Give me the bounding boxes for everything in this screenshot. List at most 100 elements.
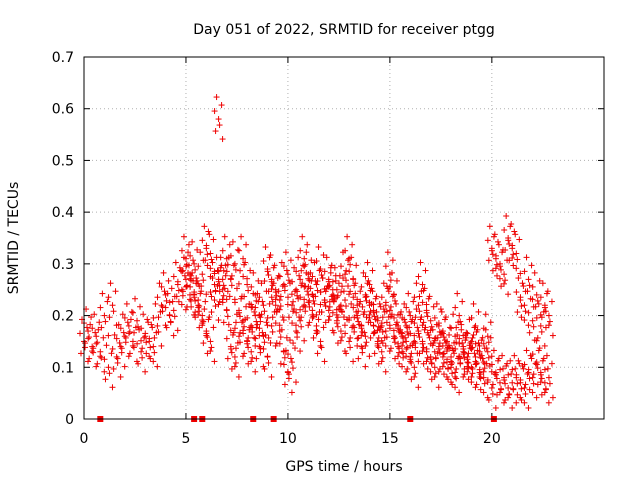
data-point	[338, 263, 345, 270]
data-point	[263, 319, 270, 326]
data-point	[365, 277, 372, 284]
data-point	[297, 294, 304, 301]
data-point	[437, 306, 444, 313]
data-point	[506, 391, 513, 398]
data-point	[223, 307, 230, 314]
data-point	[350, 304, 357, 311]
data-point	[481, 380, 488, 387]
data-point	[226, 241, 233, 248]
data-point	[286, 314, 292, 321]
data-point	[211, 281, 218, 288]
data-point	[215, 278, 222, 285]
data-point	[137, 303, 144, 310]
data-point	[501, 399, 507, 406]
data-point	[322, 303, 329, 310]
data-point	[343, 267, 350, 274]
data-point	[362, 273, 369, 280]
data-point	[187, 283, 194, 290]
data-point	[293, 322, 299, 329]
data-point	[326, 313, 333, 320]
data-point	[366, 353, 373, 360]
data-point	[231, 260, 238, 267]
data-point	[267, 339, 274, 346]
data-point	[151, 334, 158, 341]
data-point	[200, 257, 207, 264]
data-point	[154, 363, 161, 370]
data-point	[542, 386, 549, 393]
data-point	[426, 334, 433, 341]
data-point	[297, 276, 304, 283]
data-point	[536, 277, 543, 284]
data-point	[452, 304, 459, 311]
data-point	[502, 380, 509, 387]
data-point	[252, 368, 259, 375]
data-point	[306, 297, 313, 304]
data-point	[306, 319, 313, 326]
data-point	[334, 323, 341, 330]
data-point	[424, 354, 431, 361]
data-point	[163, 324, 170, 331]
data-point	[163, 297, 170, 304]
data-point	[375, 323, 382, 330]
data-point	[533, 314, 540, 321]
data-point	[192, 266, 199, 273]
data-point	[249, 354, 256, 361]
data-point	[85, 328, 92, 335]
data-point	[520, 365, 527, 372]
data-point	[444, 365, 451, 372]
data-point	[241, 350, 248, 357]
data-point	[494, 272, 500, 279]
data-point	[175, 298, 182, 305]
data-point	[477, 375, 484, 382]
data-point	[425, 331, 432, 338]
data-point	[393, 300, 400, 307]
data-point	[444, 345, 451, 352]
data-point	[357, 288, 364, 295]
data-point	[375, 360, 382, 367]
data-point	[459, 298, 466, 305]
data-point	[228, 365, 235, 372]
data-point	[388, 311, 395, 318]
y-tick-label: 0.5	[52, 153, 74, 169]
data-point	[94, 339, 101, 346]
data-point	[516, 236, 523, 243]
data-point	[280, 361, 287, 368]
data-point	[293, 379, 299, 386]
data-point	[412, 370, 419, 377]
data-point	[94, 360, 101, 367]
data-point	[414, 324, 421, 331]
data-point	[215, 317, 222, 324]
data-point	[382, 328, 389, 335]
data-point	[98, 354, 105, 361]
data-point	[311, 300, 318, 307]
data-point	[353, 262, 360, 269]
y-tick-label: 0.7	[52, 50, 74, 66]
data-point	[449, 370, 456, 377]
data-point	[264, 353, 271, 360]
data-point	[342, 271, 349, 278]
data-point	[174, 278, 181, 285]
data-point	[440, 350, 447, 357]
data-point	[432, 370, 439, 377]
data-point	[281, 354, 288, 361]
data-point	[489, 267, 496, 274]
data-point	[510, 386, 517, 393]
data-point	[192, 297, 199, 304]
data-point	[123, 300, 130, 307]
data-point	[408, 359, 415, 366]
data-point	[409, 342, 416, 349]
data-point	[192, 314, 199, 321]
data-point	[499, 249, 506, 256]
data-point	[427, 356, 434, 363]
data-point	[290, 298, 297, 305]
data-point	[371, 313, 378, 320]
data-point	[539, 357, 546, 364]
data-point	[107, 280, 114, 287]
data-point	[456, 340, 463, 347]
data-point	[109, 302, 116, 309]
data-point	[492, 404, 499, 411]
data-point	[199, 237, 206, 244]
data-point	[289, 302, 295, 309]
data-point	[138, 337, 145, 344]
data-point	[468, 345, 475, 352]
